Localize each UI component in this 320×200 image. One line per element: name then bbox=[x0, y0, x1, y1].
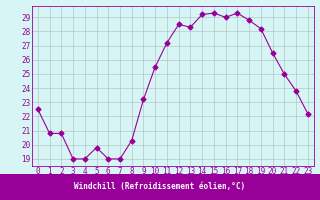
Text: Windchill (Refroidissement éolien,°C): Windchill (Refroidissement éolien,°C) bbox=[75, 182, 245, 192]
